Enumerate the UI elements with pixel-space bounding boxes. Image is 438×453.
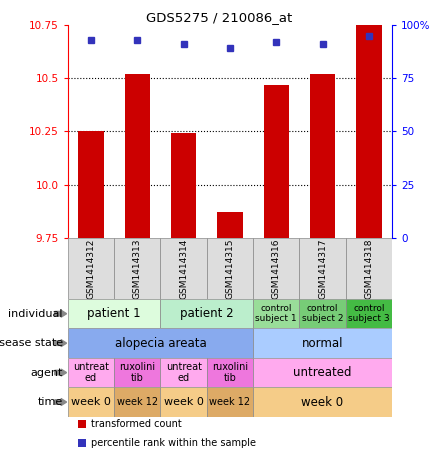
Text: disease state: disease state [0, 338, 63, 348]
Text: time: time [37, 397, 63, 407]
Text: percentile rank within the sample: percentile rank within the sample [91, 438, 256, 448]
Bar [171, 134, 196, 238]
Bar [264, 85, 289, 238]
Bar [78, 131, 104, 238]
Bar [346, 238, 392, 299]
Text: ruxolini
tib: ruxolini tib [212, 362, 248, 383]
Text: GSM1414314: GSM1414314 [179, 238, 188, 299]
Bar [346, 299, 392, 328]
Text: patient 1: patient 1 [87, 307, 141, 320]
Text: individual: individual [8, 308, 63, 319]
Bar [68, 299, 160, 328]
Text: GSM1414312: GSM1414312 [87, 238, 95, 299]
Text: control
subject 1: control subject 1 [255, 304, 297, 323]
Bar [114, 358, 160, 387]
Bar [160, 299, 253, 328]
Bar [310, 74, 335, 238]
Bar [68, 387, 114, 417]
Bar [68, 358, 114, 387]
Bar [124, 74, 150, 238]
Bar [68, 328, 253, 358]
Bar [253, 387, 392, 417]
Bar [300, 238, 346, 299]
Text: untreated: untreated [293, 366, 352, 379]
Bar [253, 328, 392, 358]
Bar [253, 358, 392, 387]
Text: agent: agent [30, 367, 63, 378]
Text: alopecia areata: alopecia areata [115, 337, 206, 350]
Text: normal: normal [302, 337, 343, 350]
Text: GSM1414318: GSM1414318 [364, 238, 373, 299]
Text: week 12: week 12 [209, 397, 251, 407]
Text: GSM1414315: GSM1414315 [226, 238, 234, 299]
Text: week 0: week 0 [71, 397, 111, 407]
Bar [114, 387, 160, 417]
Bar [207, 358, 253, 387]
Text: control
subject 2: control subject 2 [302, 304, 343, 323]
Bar [207, 387, 253, 417]
Bar [78, 420, 86, 429]
Bar [160, 358, 207, 387]
Text: control
subject 3: control subject 3 [348, 304, 390, 323]
Bar [160, 387, 207, 417]
Text: GSM1414313: GSM1414313 [133, 238, 142, 299]
Text: GSM1414316: GSM1414316 [272, 238, 281, 299]
Bar [253, 238, 300, 299]
Bar [160, 238, 207, 299]
Text: untreat
ed: untreat ed [73, 362, 109, 383]
Text: GSM1414317: GSM1414317 [318, 238, 327, 299]
Text: week 0: week 0 [301, 395, 344, 409]
Bar [68, 238, 114, 299]
Text: ruxolini
tib: ruxolini tib [119, 362, 155, 383]
Bar [207, 238, 253, 299]
Text: patient 2: patient 2 [180, 307, 233, 320]
Bar [300, 299, 346, 328]
Bar [114, 238, 160, 299]
Bar [217, 212, 243, 238]
Text: GDS5275 / 210086_at: GDS5275 / 210086_at [146, 11, 292, 24]
Text: transformed count: transformed count [91, 419, 181, 429]
Bar [356, 25, 381, 238]
Text: week 0: week 0 [164, 397, 204, 407]
Text: week 12: week 12 [117, 397, 158, 407]
Bar [253, 299, 300, 328]
Text: untreat
ed: untreat ed [166, 362, 201, 383]
Bar [78, 439, 86, 447]
